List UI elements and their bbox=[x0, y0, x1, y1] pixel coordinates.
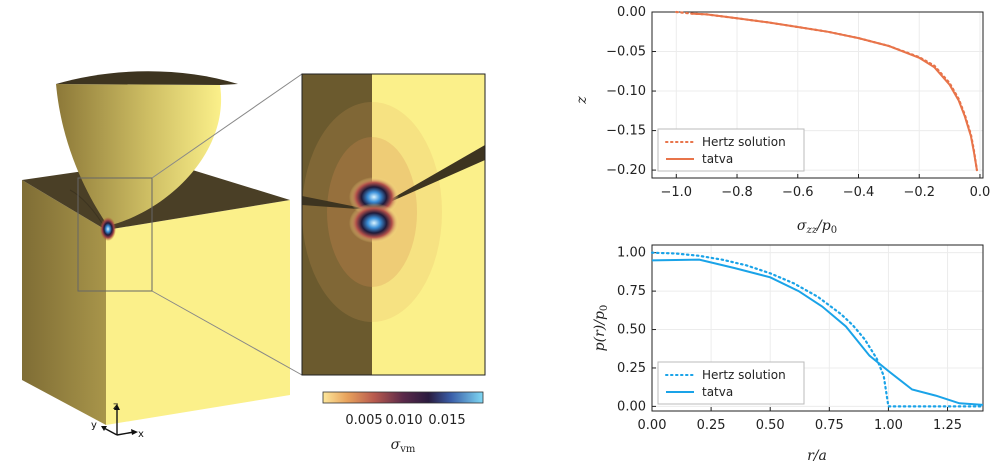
block-front-face bbox=[106, 200, 290, 425]
y-tick-label: −0.15 bbox=[606, 124, 646, 139]
indenter-sphere bbox=[56, 84, 222, 226]
contact-hotspot bbox=[100, 217, 116, 241]
y-tick-label: 1.00 bbox=[617, 246, 646, 261]
colorbar-tick-1: 0.005 bbox=[345, 413, 382, 428]
y-tick-label: 0.25 bbox=[617, 361, 646, 376]
x-axis-label-top: σzz/p0 bbox=[797, 218, 837, 236]
axis-x-label: x bbox=[138, 429, 144, 440]
axis-y-label: y bbox=[91, 420, 97, 431]
chart-pressure-vs-r: 0.00 0.25 0.50 0.75 1.00 1.25 0.00 0.25 0.50 0.75… bbox=[592, 244, 985, 464]
zoom-inset bbox=[301, 73, 486, 376]
x-tick-label: 1.25 bbox=[933, 418, 962, 433]
y-axis-label-bottom: p(r)/p0 bbox=[592, 305, 610, 352]
y-tick-label: 0.75 bbox=[617, 284, 646, 299]
legend-label: Hertz solution bbox=[702, 368, 786, 382]
y-tick-label: 0.00 bbox=[617, 5, 646, 20]
colorbar-gradient bbox=[322, 391, 484, 404]
legend-label: tatva bbox=[702, 385, 733, 399]
x-tick-label: 0.25 bbox=[697, 418, 726, 433]
y-tick-label: −0.05 bbox=[606, 45, 646, 60]
x-tick-label: 0.75 bbox=[815, 418, 844, 433]
y-tick-label: −0.20 bbox=[606, 163, 646, 178]
legend-label: tatva bbox=[702, 152, 733, 166]
indenter-top-cap bbox=[56, 71, 238, 85]
legend-box bbox=[657, 361, 805, 405]
colorbar: 0.005 0.010 0.015 σvm bbox=[322, 391, 484, 455]
plot-frame bbox=[651, 11, 984, 179]
x-tick-label: 0.0 bbox=[970, 185, 991, 200]
legend-box bbox=[657, 128, 805, 172]
axes-triad: z y x bbox=[91, 401, 144, 440]
y-axis-label-top: z bbox=[574, 96, 590, 105]
x-tick-label: 0.00 bbox=[638, 418, 667, 433]
series-line-tatva bbox=[691, 12, 978, 171]
x-tick-label: −0.4 bbox=[843, 185, 875, 200]
colorbar-tick-3: 0.015 bbox=[428, 413, 465, 428]
plot-frame bbox=[651, 244, 984, 412]
x-tick-label: −1.0 bbox=[661, 185, 693, 200]
legend-label: Hertz solution bbox=[702, 135, 786, 149]
solid-rendering bbox=[22, 71, 303, 425]
colorbar-label: σvm bbox=[391, 437, 416, 455]
y-tick-label: 0.00 bbox=[617, 399, 646, 414]
y-tick-label: −0.10 bbox=[606, 84, 646, 99]
zoom-region-box bbox=[77, 177, 153, 292]
x-tick-label: 1.00 bbox=[874, 418, 903, 433]
chart-sigma-vs-z: −1.0 −0.8 −0.6 −0.4 −0.2 0.0 0.00 −0.05 −0.10 −0.… bbox=[574, 5, 990, 236]
block-left-face bbox=[22, 180, 106, 425]
series-line-tatva bbox=[651, 258, 984, 406]
axis-z-label: z bbox=[113, 401, 118, 412]
x-tick-label: −0.8 bbox=[721, 185, 753, 200]
y-tick-label: 0.50 bbox=[617, 323, 646, 338]
x-tick-label: −0.6 bbox=[782, 185, 814, 200]
x-tick-label: −0.2 bbox=[903, 185, 935, 200]
x-axis-label-bottom: r/a bbox=[807, 448, 827, 464]
colorbar-tick-2: 0.010 bbox=[385, 413, 422, 428]
inset-hotspot-lower bbox=[349, 203, 399, 243]
x-tick-label: 0.50 bbox=[756, 418, 785, 433]
